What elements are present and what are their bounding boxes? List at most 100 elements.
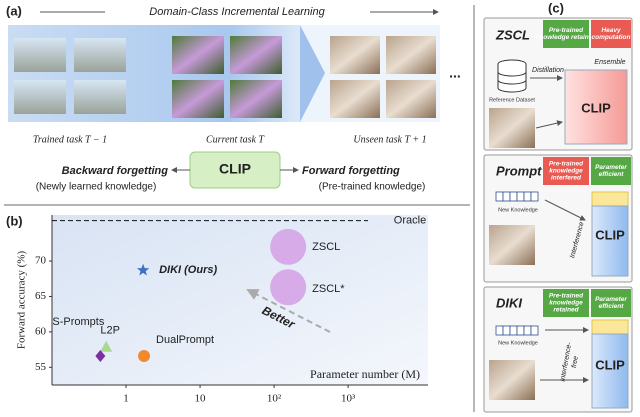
chevron [300, 25, 325, 122]
badge-text: Pre-trained [549, 27, 584, 34]
x-tick-label: 1 [123, 393, 129, 405]
chart: 55 60 65 70 1 10 10² 10³ Forward accuracy (%) Par… [16, 215, 428, 405]
panel-label: (a) [6, 3, 22, 18]
photo [330, 80, 380, 118]
data-point [270, 269, 307, 306]
prompt-cell [495, 191, 504, 202]
caption: Reference Dataset [489, 97, 535, 103]
database [497, 64, 527, 93]
photo [172, 80, 224, 118]
prompt-cell [523, 191, 532, 202]
badge-text: interfered [551, 175, 582, 182]
badge [543, 289, 589, 317]
badge [591, 157, 631, 185]
photo [386, 36, 436, 74]
x-tick-label: 10 [195, 393, 207, 405]
forgetting-title: Backward forgetting [62, 165, 169, 177]
prompt-cell [516, 191, 525, 202]
badge-text: knowledge retained [536, 34, 598, 41]
badge [543, 157, 589, 185]
panel-label: (c) [548, 0, 564, 15]
arrow [535, 120, 563, 129]
panel-label: (b) [6, 213, 23, 228]
photo [489, 360, 535, 400]
database [497, 71, 527, 85]
method-name: DIKI [496, 295, 522, 310]
task-label: Current task T [206, 134, 265, 145]
photo [489, 225, 535, 265]
point-label: S-Prompts [52, 316, 104, 328]
data-point [138, 349, 151, 362]
x-tick-label: 10³ [341, 393, 356, 405]
clip-label: CLIP [595, 227, 625, 242]
badge-text: Pre-trained [549, 161, 584, 168]
clip-label: CLIP [581, 100, 611, 115]
knowledge-block [591, 191, 629, 207]
photo [74, 38, 126, 72]
task-label: Trained task T − 1 [33, 134, 107, 145]
task-label: Unseen task T + 1 [353, 134, 426, 145]
y-axis-title: Forward accuracy (%) [16, 251, 28, 350]
y-tick-label: 65 [35, 290, 47, 302]
arrow [544, 199, 586, 221]
photos [14, 36, 436, 118]
badge [591, 289, 631, 317]
badge-text: retained [553, 307, 579, 314]
point-label: DualPrompt [156, 334, 214, 346]
prompt-cell [530, 191, 539, 202]
better-arrow [246, 289, 331, 333]
clip-box [564, 69, 628, 145]
prompt-cell [502, 325, 511, 336]
forgetting-note: (Newly learned knowledge) [36, 182, 157, 193]
point-label: L2P [100, 325, 120, 337]
forgetting-note: (Pre-trained knowledge) [319, 182, 426, 193]
badge-text: efficient [599, 171, 625, 178]
photo [230, 80, 282, 118]
data-point [95, 349, 106, 362]
badge-text: Parameter [595, 164, 627, 171]
caption: Distillation [532, 67, 564, 74]
point-label: DIKI (Ours) [159, 264, 217, 276]
header: Domain-Class Incremental Learning [149, 6, 325, 18]
photo [172, 36, 224, 74]
point-label: ZSCL [312, 241, 340, 253]
photo [330, 36, 380, 74]
badge [591, 20, 631, 48]
caption: New Knowledge [498, 340, 538, 346]
badge-text: efficient [599, 303, 625, 310]
y-tick-label: 70 [35, 255, 47, 267]
badge-text: Pre-trained [549, 293, 584, 300]
clip-label: CLIP [595, 357, 625, 372]
badge-text: Parameter [595, 296, 627, 303]
forgetting-title: Forward forgetting [302, 165, 400, 177]
y-tick-label: 55 [35, 361, 47, 373]
method-name: Prompt [496, 163, 542, 178]
prompt-cell [516, 325, 525, 336]
photo [14, 38, 66, 72]
clip-box [591, 333, 629, 409]
photo [14, 80, 66, 114]
data-point [270, 228, 307, 265]
badge-text: knowledge [549, 168, 583, 175]
badge-text: knowledge [549, 300, 583, 307]
clip-box [591, 205, 629, 277]
x-tick-label: 10² [267, 393, 282, 405]
x-axis-title: Parameter number (M) [310, 367, 420, 381]
prompt-cell [523, 325, 532, 336]
plot-area [52, 215, 428, 385]
photo [74, 80, 126, 114]
data-point [136, 263, 150, 276]
point-label: ZSCL* [312, 283, 345, 295]
photo [489, 108, 535, 148]
ellipsis: ... [449, 65, 461, 81]
prompt-cell [502, 191, 511, 202]
prompt-cell [509, 191, 518, 202]
prompt-cell [530, 325, 539, 336]
knowledge-block [591, 319, 629, 335]
data-point [100, 340, 113, 352]
prompt-cell [509, 325, 518, 336]
badge-text: Heavy [601, 27, 621, 34]
